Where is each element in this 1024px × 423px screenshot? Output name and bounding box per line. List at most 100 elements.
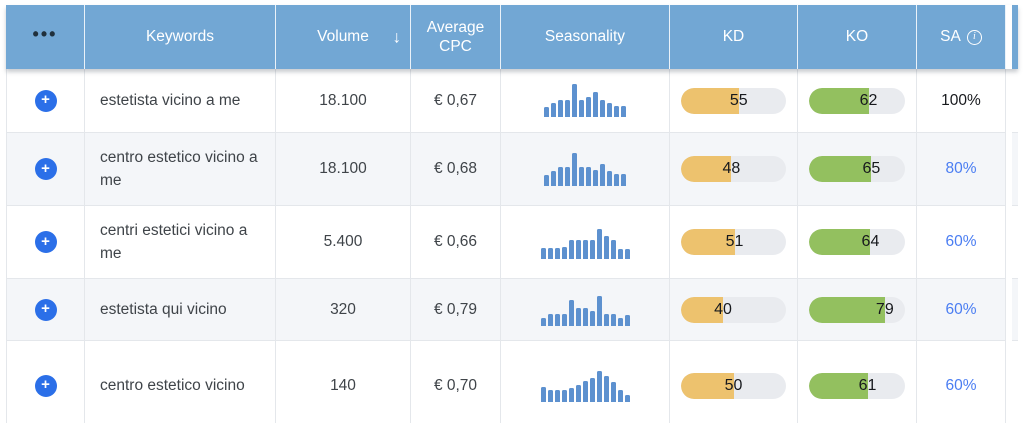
seasonality-bar xyxy=(607,103,612,117)
kd-cell: 40 xyxy=(670,279,798,341)
column-header-seasonality[interactable]: Seasonality xyxy=(501,5,670,69)
seasonality-bar xyxy=(568,299,574,326)
add-keyword-button[interactable]: + xyxy=(34,374,57,397)
seasonality-bar xyxy=(610,382,616,402)
column-header-volume[interactable]: Volume ↓ xyxy=(276,5,411,69)
ko-value: 79 xyxy=(875,300,894,318)
volume-cell: 320 xyxy=(276,279,411,341)
seasonality-bar xyxy=(579,99,584,117)
keyword-text: centro estetico vicino a me xyxy=(100,148,258,189)
seasonality-chart xyxy=(540,293,630,326)
column-header-keywords[interactable]: Keywords xyxy=(85,5,276,69)
seasonality-chart xyxy=(540,369,630,402)
column-gap xyxy=(1006,206,1012,279)
seasonality-bar xyxy=(593,92,598,117)
ko-gauge: 79 xyxy=(809,296,905,323)
column-label-keywords: Keywords xyxy=(145,28,215,46)
seasonality-chart xyxy=(540,226,630,259)
seasonality-bar xyxy=(575,307,581,326)
kd-cell: 51 xyxy=(670,206,798,279)
column-header-avg-cpc[interactable]: Average CPC xyxy=(411,5,501,69)
next-column-cell-sliver xyxy=(1012,133,1018,206)
table-row: + estetista qui vicino 320 € 0,79 40 79 60% xyxy=(6,279,1018,341)
sa-link[interactable]: 80% xyxy=(945,160,977,177)
info-icon[interactable]: i xyxy=(966,29,982,45)
ko-gauge: 61 xyxy=(809,372,905,399)
seasonality-cell xyxy=(501,69,670,133)
seasonality-bar xyxy=(621,106,626,117)
seasonality-bar xyxy=(561,314,567,326)
seasonality-bar xyxy=(575,384,581,402)
ko-gauge: 64 xyxy=(809,229,905,255)
seasonality-cell xyxy=(501,206,670,279)
ko-gauge: 62 xyxy=(809,87,905,114)
keyword-cell: estetista vicino a me xyxy=(85,69,276,133)
column-gap xyxy=(1006,279,1012,341)
column-header-kd[interactable]: KD xyxy=(670,5,798,69)
add-keyword-button[interactable]: + xyxy=(34,89,57,112)
add-keyword-cell: + xyxy=(6,279,85,341)
seasonality-bar xyxy=(624,248,630,259)
keyword-cell: centro estetico vicino xyxy=(85,341,276,423)
seasonality-bar xyxy=(589,311,595,326)
seasonality-bar xyxy=(593,169,598,186)
kd-gauge: 48 xyxy=(681,156,786,182)
kd-value: 40 xyxy=(714,300,732,318)
column-header-ko[interactable]: KO xyxy=(798,5,917,69)
keyword-cell: estetista qui vicino xyxy=(85,279,276,341)
seasonality-bar xyxy=(600,99,605,117)
keyword-cell: centro estetico vicino a me xyxy=(85,133,276,206)
table-header: ••• Keywords Volume ↓ Average CPC Season… xyxy=(6,5,1018,69)
table-row: + centro estetico vicino 140 € 0,70 50 61 60% xyxy=(6,341,1018,423)
seasonality-bar xyxy=(568,240,574,259)
seasonality-bar xyxy=(596,370,602,402)
avg-cpc-cell: € 0,68 xyxy=(411,133,501,206)
kd-value: 55 xyxy=(729,91,748,109)
sa-cell: 60% xyxy=(917,279,1006,341)
volume-cell: 5.400 xyxy=(276,206,411,279)
column-gap xyxy=(1006,341,1012,423)
keyword-text: centri estetici vicino a me xyxy=(100,221,248,262)
table-row: + centri estetici vicino a me 5.400 € 0,66 5… xyxy=(6,206,1018,279)
sa-link[interactable]: 60% xyxy=(945,233,977,250)
kd-cell: 55 xyxy=(670,69,798,133)
add-keyword-button[interactable]: + xyxy=(34,298,57,321)
kd-gauge: 55 xyxy=(681,87,786,114)
table-row: + estetista vicino a me 18.100 € 0,67 55 62 10… xyxy=(6,69,1018,133)
seasonality-bar xyxy=(554,390,560,402)
column-label-ko: KO xyxy=(845,28,869,46)
keyword-text: estetista vicino a me xyxy=(100,91,241,109)
sa-link[interactable]: 60% xyxy=(945,376,977,394)
seasonality-bar xyxy=(565,167,570,186)
plus-icon: + xyxy=(41,300,50,317)
seasonality-bar xyxy=(544,107,549,117)
plus-icon: + xyxy=(41,376,50,393)
ko-cell: 65 xyxy=(798,133,917,206)
seasonality-bar xyxy=(596,228,602,259)
ko-cell: 64 xyxy=(798,206,917,279)
kd-gauge: 40 xyxy=(681,296,786,323)
volume-cell: 18.100 xyxy=(276,133,411,206)
add-keyword-button[interactable]: + xyxy=(34,231,57,253)
avg-cpc-cell: € 0,66 xyxy=(411,206,501,279)
seasonality-bar xyxy=(554,314,560,326)
seasonality-bar xyxy=(610,240,616,259)
ko-value: 62 xyxy=(859,91,878,109)
column-gap xyxy=(1006,133,1012,206)
seasonality-bar xyxy=(568,388,574,402)
seasonality-bar xyxy=(624,395,630,402)
seasonality-bar xyxy=(621,173,626,186)
add-keyword-button[interactable]: + xyxy=(34,158,57,180)
row-actions-header-button[interactable]: ••• xyxy=(6,5,85,69)
kd-value: 48 xyxy=(722,160,741,177)
seasonality-bar xyxy=(551,170,556,186)
sa-link[interactable]: 60% xyxy=(945,300,977,318)
sort-desc-icon[interactable]: ↓ xyxy=(392,27,402,47)
kd-cell: 48 xyxy=(670,133,798,206)
keyword-text: centro estetico vicino xyxy=(100,376,245,394)
column-header-sa[interactable]: SA i xyxy=(917,5,1006,69)
column-label-kd: KD xyxy=(722,28,745,46)
sa-cell: 60% xyxy=(917,341,1006,423)
